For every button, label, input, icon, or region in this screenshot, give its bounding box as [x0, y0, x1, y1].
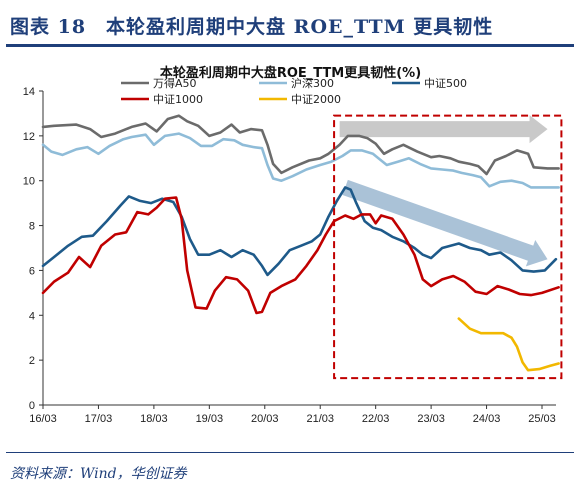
x-tick-label: 19/03 [196, 413, 224, 425]
series-line-1 [41, 114, 560, 176]
series-line-5 [457, 317, 560, 372]
legend-label: 中证500 [424, 77, 467, 90]
series-line-3 [41, 186, 558, 277]
y-tick-label: 4 [29, 310, 35, 322]
legend-label: 中证2000 [291, 93, 341, 106]
y-tick-label: 12 [23, 131, 35, 143]
y-tick-label: 10 [23, 176, 35, 188]
x-tick-label: 20/03 [251, 413, 279, 425]
legend-label: 中证1000 [153, 93, 203, 106]
footer-rule [6, 452, 574, 453]
y-tick-label: 0 [29, 400, 35, 412]
series-line-4 [41, 196, 560, 315]
x-tick-label: 24/03 [473, 413, 501, 425]
source-note: 资料来源：Wind，华创证券 [10, 466, 187, 482]
trend-arrow [339, 115, 548, 144]
x-tick-label: 21/03 [306, 413, 334, 425]
y-tick-label: 2 [29, 355, 35, 367]
figure-header: 图表 18 本轮盈利周期中大盘 ROE_TTM 更具韧性 [0, 0, 581, 47]
x-tick-label: 16/03 [29, 413, 57, 425]
y-tick-label: 6 [29, 265, 35, 277]
x-tick-label: 18/03 [140, 413, 168, 425]
y-tick-label: 14 [23, 86, 35, 98]
header-rule [6, 44, 574, 47]
y-tick-label: 8 [29, 221, 35, 233]
x-tick-label: 25/03 [528, 413, 556, 425]
x-tick-label: 23/03 [417, 413, 445, 425]
highlight-box [333, 114, 563, 380]
figure-title: 图表 18 本轮盈利周期中大盘 ROE_TTM 更具韧性 [10, 16, 494, 38]
legend-label: 万得A50 [153, 77, 197, 90]
chart-title: 本轮盈利周期中大盘ROE_TTM更具韧性(%) [159, 66, 422, 81]
x-tick-label: 22/03 [362, 413, 390, 425]
x-tick-label: 17/03 [85, 413, 113, 425]
series-line-2 [41, 132, 560, 189]
trend-arrow [342, 179, 548, 267]
legend-label: 沪深300 [291, 76, 334, 90]
